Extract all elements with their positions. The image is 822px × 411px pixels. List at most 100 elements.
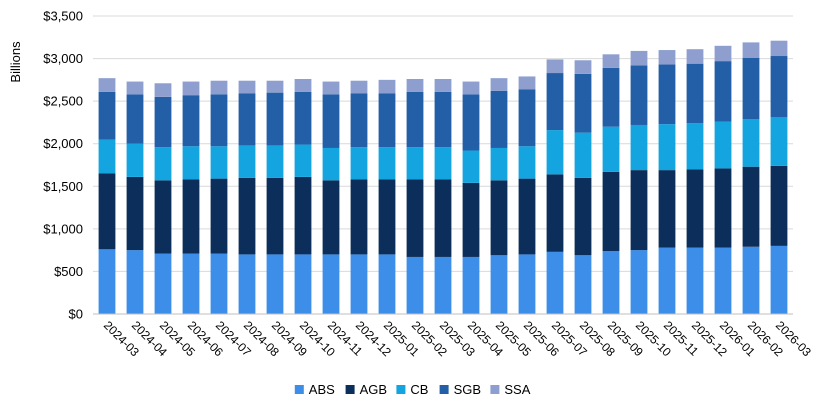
bar-segment-abs (546, 251, 564, 314)
legend-item-sgb: SGB (439, 382, 481, 397)
bar-segment-sgb (686, 63, 704, 124)
bar-segment-agb (546, 174, 564, 252)
bar-stack (490, 78, 508, 314)
bar-segment-sgb (490, 90, 508, 148)
bar-segment-ssa (686, 49, 704, 64)
bar-segment-sgb (126, 94, 144, 144)
bar-segment-agb (518, 178, 536, 255)
bar-segment-ssa (294, 79, 312, 92)
bar-segment-agb (770, 165, 788, 246)
bar-segment-abs (266, 254, 284, 314)
bar-stack (98, 78, 116, 314)
bar-segment-cb (98, 139, 116, 174)
bar-segment-sgb (294, 91, 312, 145)
bar-stack (518, 76, 536, 314)
legend-label: ABS (309, 382, 335, 397)
bar-segment-ssa (602, 54, 620, 68)
bar-segment-sgb (546, 73, 564, 131)
bar-segment-abs (322, 254, 340, 314)
bar-segment-abs (238, 254, 256, 314)
bar-segment-sgb (182, 95, 200, 147)
bar-segment-cb (378, 147, 396, 180)
bar-segment-ssa (658, 50, 676, 65)
bar-segment-ssa (182, 81, 200, 96)
bar-segment-agb (182, 179, 200, 254)
bar-segment-abs (378, 254, 396, 314)
bar-segment-abs (658, 247, 676, 314)
bar-segment-agb (322, 180, 340, 255)
bar-segment-abs (434, 256, 452, 314)
bar-segment-sgb (742, 57, 760, 120)
legend-item-agb: AGB (345, 382, 387, 397)
bar-segment-cb (602, 126, 620, 172)
bar-segment-abs (602, 250, 620, 314)
bar-stack (406, 79, 424, 314)
bar-segment-cb (686, 123, 704, 170)
bar-segment-ssa (154, 83, 172, 97)
bar-segment-cb (294, 144, 312, 177)
bar-segment-cb (770, 117, 788, 166)
bar-segment-sgb (406, 91, 424, 148)
legend-label: AGB (360, 382, 387, 397)
bar-segment-sgb (770, 56, 788, 118)
bar-stack (630, 50, 648, 314)
bar-stack (378, 79, 396, 314)
bar-stack (238, 80, 256, 314)
bar-stack (210, 80, 228, 314)
bar-segment-abs (714, 247, 732, 314)
legend-swatch (345, 385, 355, 394)
bar-segment-ssa (210, 80, 228, 95)
bar-segment-cb (322, 147, 340, 181)
bar-segment-agb (266, 177, 284, 255)
bar-segment-sgb (238, 93, 256, 146)
bar-segment-sgb (518, 89, 536, 147)
bar-segment-ssa (742, 42, 760, 58)
bar-segment-agb (126, 176, 144, 251)
bar-segment-ssa (126, 81, 144, 95)
bar-segment-cb (210, 146, 228, 179)
bar-segment-ssa (98, 78, 116, 92)
bar-segment-sgb (714, 61, 732, 122)
bar-stack (546, 59, 564, 314)
bar-segment-cb (406, 147, 424, 180)
bar-segment-cb (126, 143, 144, 177)
bar-stack (266, 80, 284, 314)
bar-segment-agb (490, 180, 508, 256)
bar-segment-agb (462, 182, 480, 257)
bar-segment-abs (770, 245, 788, 314)
bar-segment-cb (490, 147, 508, 181)
bar-segment-sgb (602, 67, 620, 127)
bar-segment-cb (546, 130, 564, 175)
bar-stack (742, 42, 760, 314)
bar-segment-agb (378, 179, 396, 255)
bar-segment-agb (742, 166, 760, 247)
bar-segment-agb (686, 169, 704, 248)
bar-stack (770, 40, 788, 314)
bar-segment-ssa (322, 81, 340, 95)
bar-segment-cb (714, 121, 732, 169)
bar-segment-abs (350, 254, 368, 314)
bar-stack (686, 49, 704, 314)
bar-segment-abs (686, 247, 704, 314)
legend-swatch (294, 385, 304, 394)
bar-segment-sgb (378, 93, 396, 148)
bar-segment-agb (630, 170, 648, 251)
bar-segment-sgb (154, 96, 172, 148)
bar-segment-ssa (490, 78, 508, 91)
bar-segment-abs (294, 254, 312, 314)
legend-swatch (439, 385, 449, 394)
bar-segment-ssa (406, 79, 424, 92)
bar-segment-abs (406, 256, 424, 314)
bar-segment-sgb (266, 92, 284, 146)
bar-segment-ssa (266, 80, 284, 93)
bar-segment-ssa (518, 76, 536, 90)
bar-segment-ssa (630, 50, 648, 66)
bar-segment-sgb (350, 93, 368, 148)
bar-segment-cb (658, 124, 676, 171)
y-tick-label: $3,500 (43, 9, 83, 24)
legend-item-abs: ABS (294, 382, 335, 397)
bar-segment-abs (210, 253, 228, 314)
bar-segment-agb (714, 168, 732, 248)
bar-stack (294, 79, 312, 314)
